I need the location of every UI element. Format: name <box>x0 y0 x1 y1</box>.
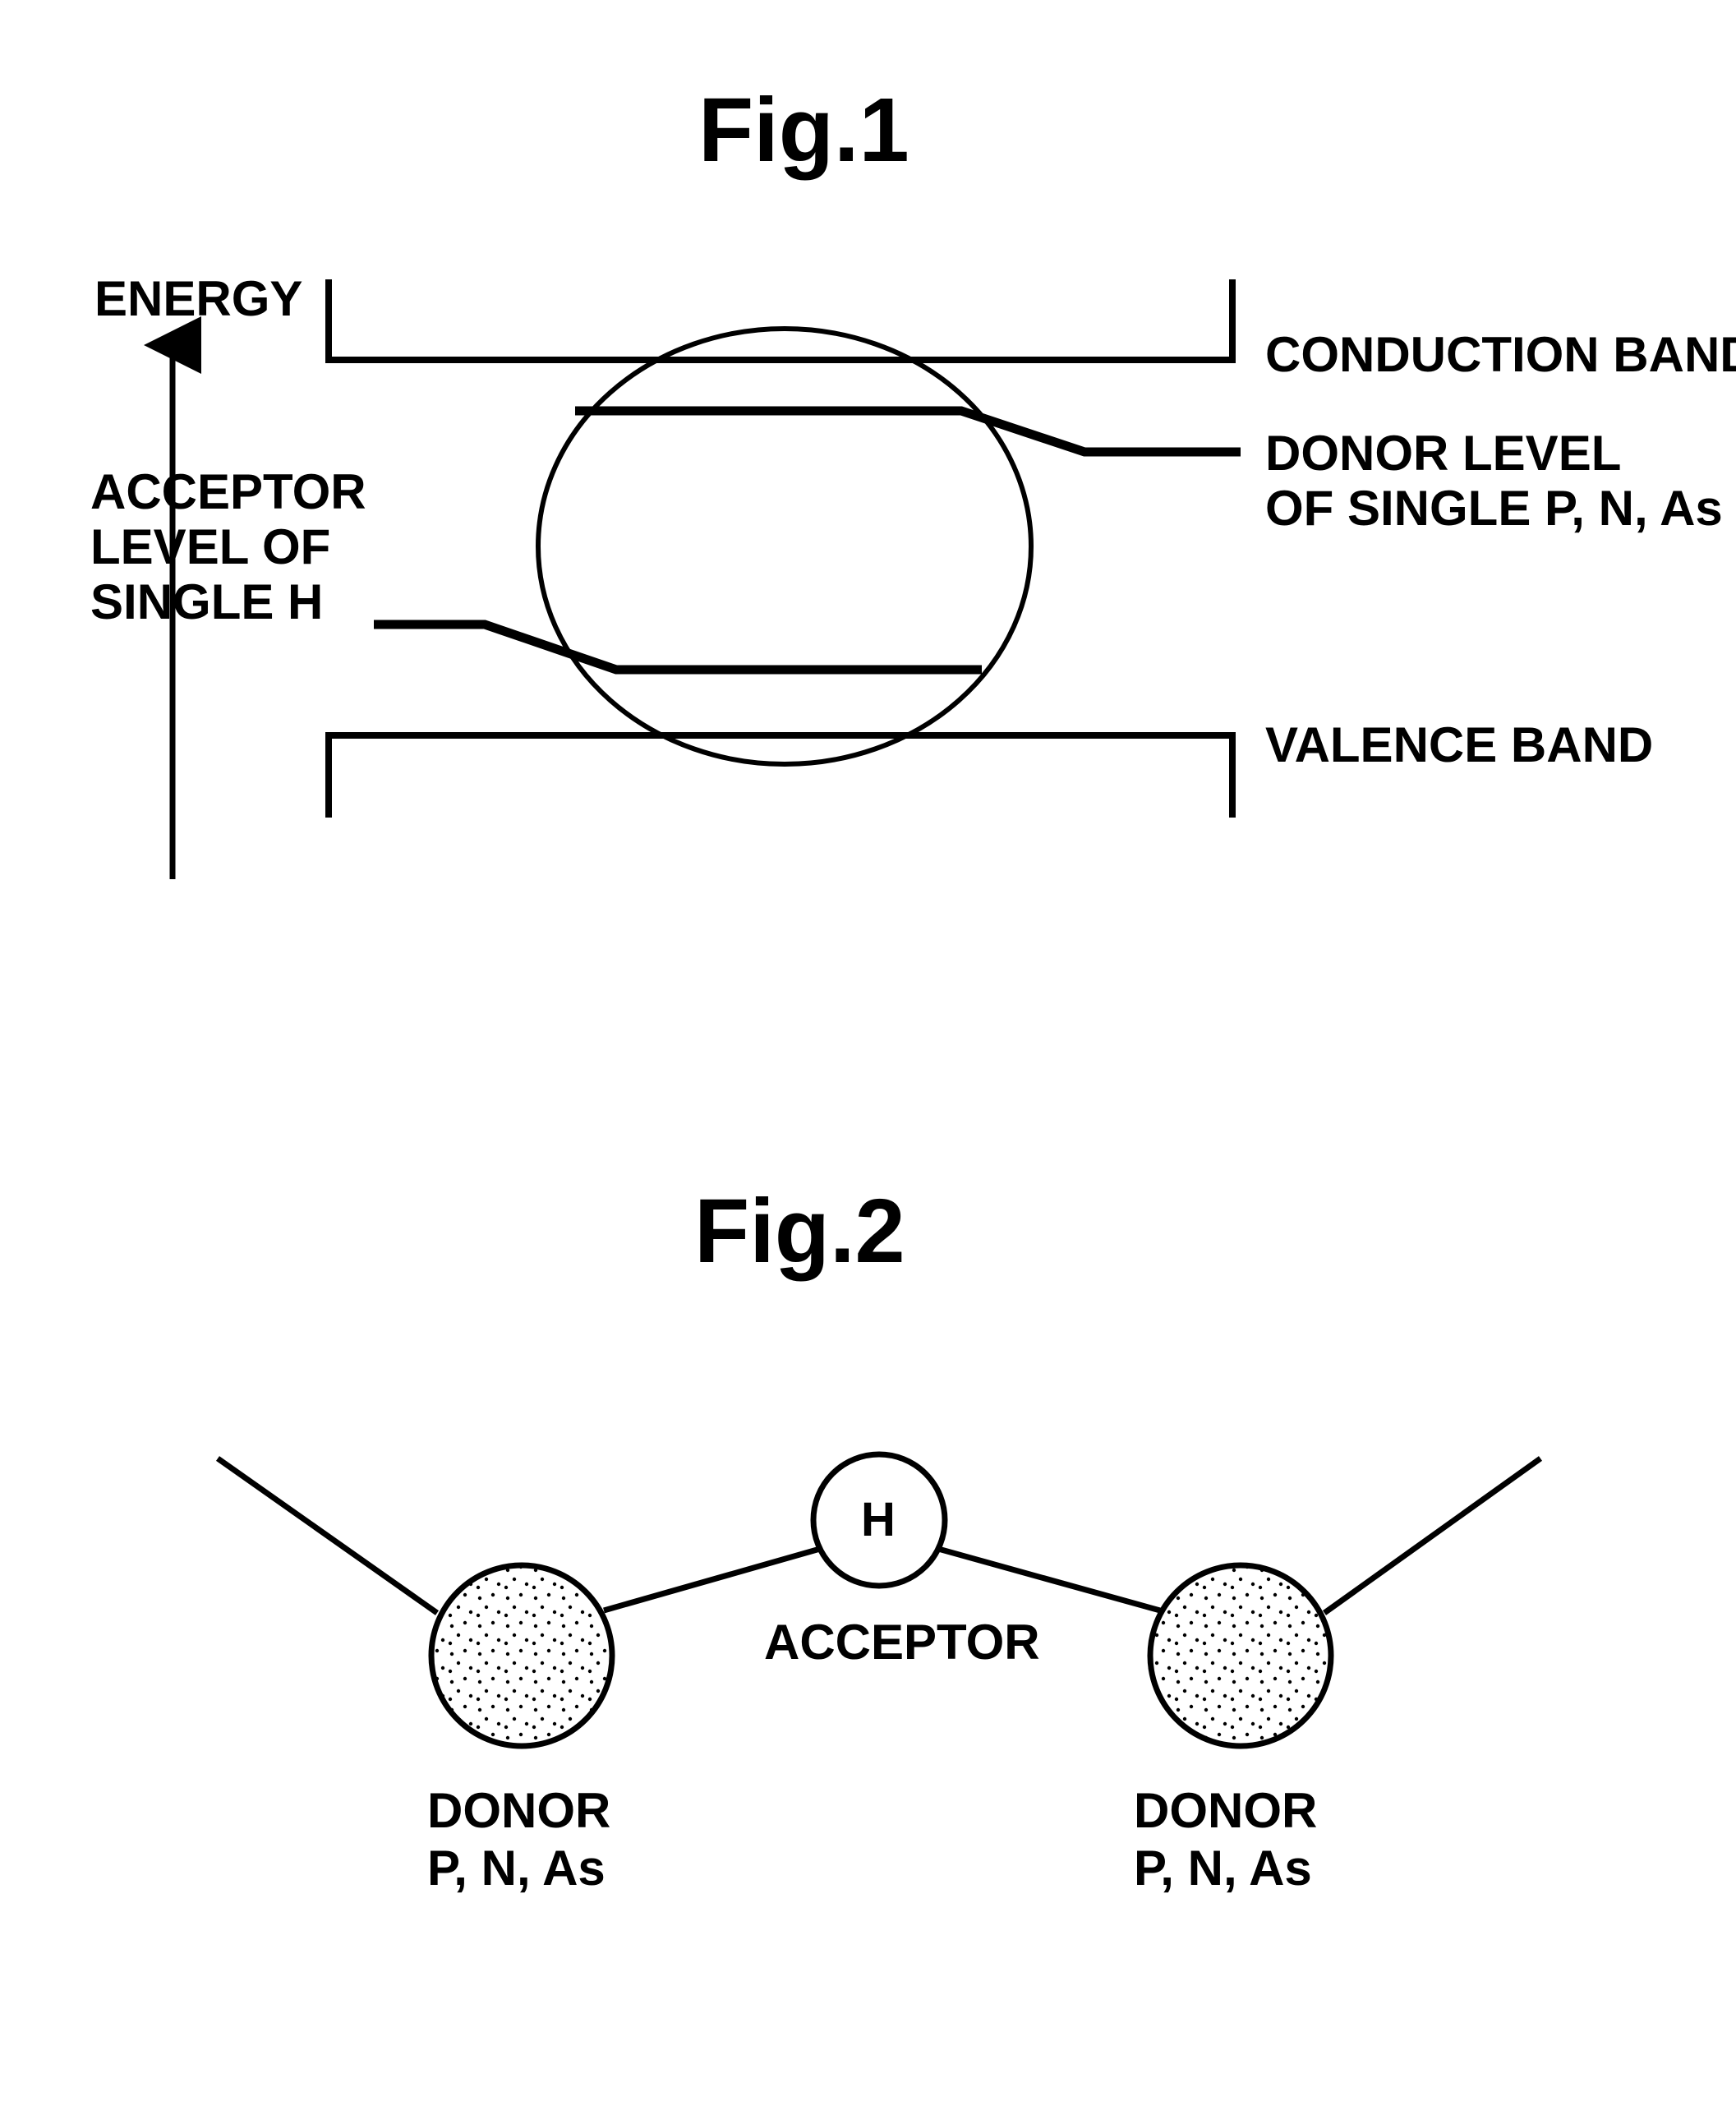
acceptor-label: ACCEPTOR <box>764 1615 1040 1670</box>
bond-left-inner <box>604 1549 820 1610</box>
page: Fig.1 ENERGY CONDUCTION BAND VALENCE BAN… <box>0 0 1736 2124</box>
donor-right-label-bot: P, N, As <box>1134 1841 1312 1896</box>
bond-right-inner <box>938 1549 1160 1610</box>
acceptor-atom-symbol: H <box>861 1494 896 1547</box>
conduction-band-line <box>329 279 1232 360</box>
donor-level-label: DONOR LEVEL OF SINGLE P, N, As <box>1265 426 1723 536</box>
donor-left-label-top: DONOR <box>427 1783 610 1838</box>
donor-left-atom <box>431 1565 612 1746</box>
bond-right-outer <box>1324 1458 1540 1613</box>
donor-right-atom <box>1150 1565 1331 1746</box>
figure2-title: Fig.2 <box>694 1179 905 1283</box>
conduction-band-label: CONDUCTION BAND <box>1265 327 1736 382</box>
pairing-ellipse <box>538 329 1031 764</box>
donor-left-label-bot: P, N, As <box>427 1841 606 1896</box>
donor-right-label-top: DONOR <box>1134 1783 1317 1838</box>
acceptor-level-label: ACCEPTOR LEVEL OF SINGLE H <box>90 464 366 630</box>
acceptor-level-line <box>374 624 982 670</box>
valence-band-label: VALENCE BAND <box>1265 717 1653 772</box>
valence-band-line <box>329 735 1232 818</box>
donor-level-line <box>575 411 1241 452</box>
bond-left-outer <box>218 1458 437 1613</box>
energy-axis-label: ENERGY <box>94 271 302 326</box>
figure1-title: Fig.1 <box>698 78 909 182</box>
